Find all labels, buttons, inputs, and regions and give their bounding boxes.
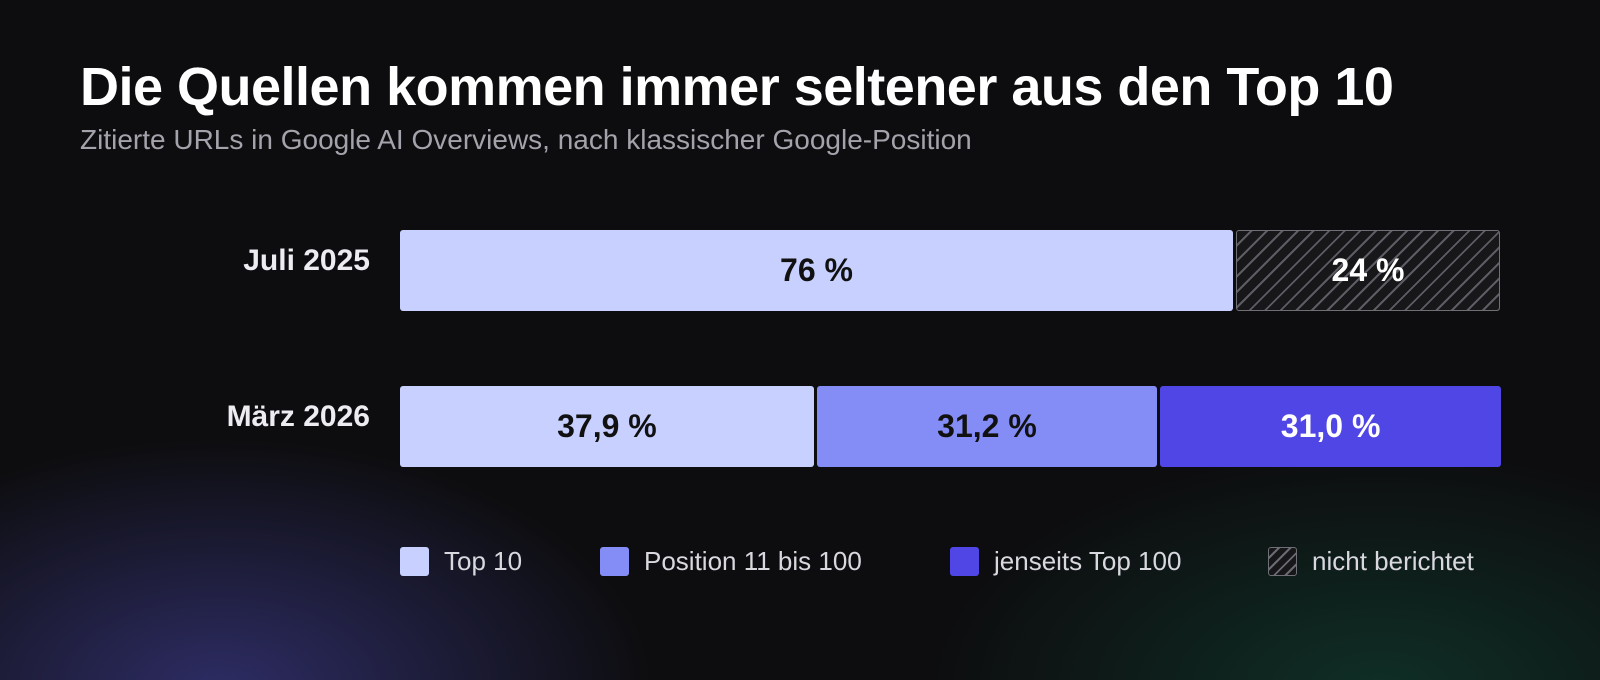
legend-swatch	[400, 546, 429, 576]
legend-item-nicht-berichtet: nicht berichtet	[1268, 545, 1474, 577]
chart-title: Die Quellen kommen immer seltener aus de…	[80, 57, 1394, 117]
bar-segment-nicht-berichtet: 24 %	[1236, 230, 1500, 311]
legend-label: nicht berichtet	[1312, 545, 1474, 576]
data-label: 24 %	[1331, 252, 1405, 288]
legend-swatch	[1268, 546, 1297, 576]
bar-segment-top-10: 37,9 %	[400, 386, 814, 467]
bar-segment-jenseits-top-100: 31,0 %	[1160, 386, 1502, 467]
legend-item-position-11-bis-100: Position 11 bis 100	[600, 545, 862, 577]
legend-item-jenseits-top-100: jenseits Top 100	[950, 545, 1181, 577]
data-label: 31,0 %	[1280, 408, 1381, 444]
bar-row-juli-2025: 76 % 24 %	[400, 230, 1500, 311]
legend-label: Top 10	[444, 545, 523, 576]
data-label: 31,2 %	[937, 408, 1037, 444]
bar-segment-top-10: 76 %	[400, 230, 1233, 311]
legend-swatch	[950, 546, 979, 576]
chart-subtitle: Zitierte URLs in Google AI Overviews, na…	[80, 124, 972, 155]
legend-item-top-10: Top 10	[400, 545, 522, 577]
legend-label: jenseits Top 100	[994, 545, 1182, 576]
legend-swatch	[600, 546, 629, 576]
row-label-maerz-2026: März 2026	[226, 400, 370, 433]
data-label: 76 %	[780, 252, 853, 288]
row-label-juli-2025: Juli 2025	[243, 244, 370, 277]
legend-label: Position 11 bis 100	[644, 545, 862, 576]
bar-row-maerz-2026: 37,9 % 31,2 % 31,0 %	[400, 386, 1502, 467]
bar-segment-position-11-bis-100: 31,2 %	[816, 386, 1158, 467]
data-label: 37,9 %	[557, 408, 657, 444]
